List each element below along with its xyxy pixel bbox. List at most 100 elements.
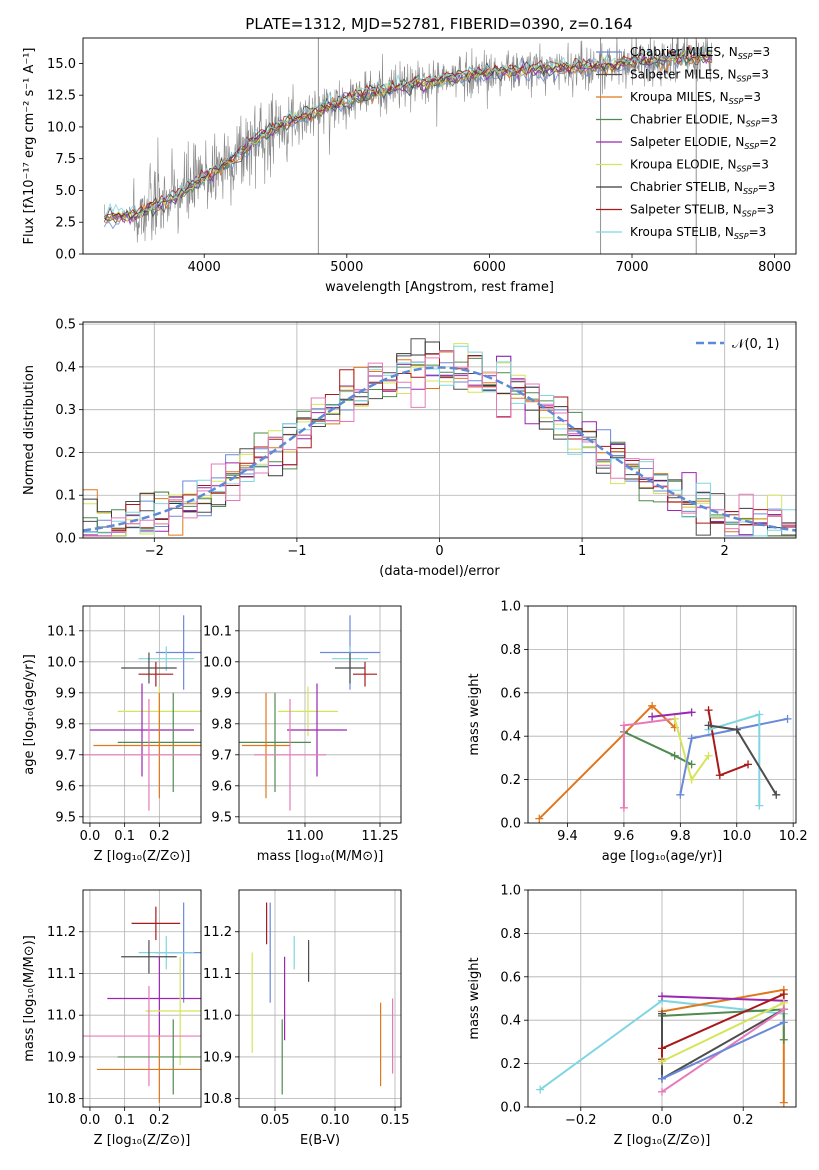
spectrum-panel: 4000 5000 6000 7000 8000 0.0 2.5 5.0 7.5 10.0 12.5… (22, 37, 797, 295)
legend-label: Chabrier ELODIE, NSSP=3 (630, 113, 778, 129)
x-tick-label: 9.6 (614, 829, 635, 844)
legend-label: Salpeter MILES, NSSP=3 (630, 68, 769, 84)
series-line (623, 730, 693, 766)
y-tick-label: 1.0 (500, 600, 521, 615)
series-point (687, 775, 696, 784)
x-tick-label: 11.25 (361, 829, 398, 844)
y-tick-label: 0.0 (55, 532, 76, 547)
y-tick-label: 0.2 (500, 773, 521, 788)
series-point (535, 814, 544, 823)
histogram-step (83, 345, 796, 537)
y-tick-label: 10.0 (47, 120, 76, 135)
x-tick-label: −1 (287, 544, 306, 559)
axes-frame (82, 37, 797, 255)
x-tick-label: −0.2 (565, 1113, 597, 1128)
x-tick-label: 9.4 (557, 829, 578, 844)
series-point (670, 714, 679, 723)
x-tick-label: 7000 (615, 260, 648, 275)
legend-label: Salpeter STELIB, NSSP=3 (630, 203, 774, 219)
series-point (704, 721, 713, 730)
x-axis-label: E(B-V) (300, 1133, 340, 1148)
series-point (779, 990, 788, 999)
x-tick-label: 2 (721, 544, 729, 559)
y-tick-label: 0.8 (500, 927, 521, 942)
series-point (779, 1035, 788, 1044)
x-tick-label: 1 (578, 544, 586, 559)
y-tick-label: 11.1 (47, 967, 76, 982)
series-line (661, 1008, 785, 1040)
x-tick-label: 0.10 (321, 1113, 350, 1128)
y-tick-label: 7.5 (55, 152, 76, 167)
y-tick-label: 9.5 (55, 810, 76, 825)
x-tick-label: −2 (145, 544, 164, 559)
series-point (772, 790, 781, 799)
y-tick-label: 11.0 (47, 1009, 76, 1024)
y-tick-label: 10.1 (47, 624, 76, 639)
y-tick-label: 0.0 (500, 1101, 521, 1116)
normal-curve (83, 366, 796, 532)
massweight_vs_age-plot-area (535, 701, 792, 823)
y-tick-label: 2.5 (55, 216, 76, 231)
x-tick-label: 8000 (758, 260, 791, 275)
y-tick-label: 9.8 (55, 717, 76, 732)
x-axis-label: wavelength [Angstrom, rest frame] (325, 280, 554, 295)
x-tick-label: 11.00 (286, 829, 323, 844)
age_vs_Z-panel: 0.0 0.1 0.2 9.5 9.6 9.7 9.8 9.9 10.0 10.1 Z [log₁₀… (22, 605, 202, 864)
x-axis-label: mass [log₁₀(M/M⊙)] (257, 849, 384, 864)
y-tick-label: 10.8 (47, 1092, 76, 1107)
series-point (676, 790, 685, 799)
y-tick-label: 11.2 (47, 925, 76, 940)
mass_vs_Z-plot-area (83, 902, 201, 1103)
y-tick-label: 0.2 (55, 446, 76, 461)
series-point (658, 1074, 666, 1083)
y-axis-label: mass weight (467, 957, 482, 1039)
x-tick-label: 9.8 (670, 829, 691, 844)
series-point (687, 708, 696, 717)
series-point (658, 1057, 666, 1066)
spectrum-model-line (104, 45, 713, 219)
x-tick-label: 0.1 (114, 829, 135, 844)
series-point (779, 1098, 788, 1107)
x-tick-label: 0.2 (149, 829, 170, 844)
x-tick-label: 10.2 (779, 829, 808, 844)
spectrum-plot-area (103, 38, 713, 254)
y-tick-label: 5.0 (55, 184, 76, 199)
y-tick-label: 15.0 (47, 57, 76, 72)
x-axis-label: Z [log₁₀(Z/Z⊙)] (94, 849, 191, 864)
series-line (622, 717, 675, 808)
figure-title: PLATE=1312, MJD=52781, FIBERID=0390, z=0… (245, 15, 632, 33)
y-tick-label: 10.9 (203, 1050, 232, 1065)
y-tick-label: 0.0 (500, 817, 521, 832)
y-tick-label: 0.6 (500, 686, 521, 701)
y-tick-label: 0.5 (55, 318, 76, 333)
y-axis-label: Normed distribution (22, 365, 37, 495)
y-tick-label: 0.0 (55, 248, 76, 263)
y-tick-label: 9.6 (211, 779, 232, 794)
x-tick-label: 0.2 (733, 1113, 754, 1128)
mass_vs_ebv-panel: 0.05 0.10 0.15 10.8 10.9 11.0 11.1 11.2 E(B-V) (203, 889, 409, 1148)
y-tick-label: 9.7 (211, 748, 232, 763)
series-point (648, 701, 657, 710)
series-point (744, 760, 753, 769)
legend-label: Kroupa STELIB, NSSP=3 (630, 225, 766, 241)
y-tick-label: 10.0 (203, 655, 232, 670)
legend-label: Kroupa MILES, NSSP=3 (630, 90, 761, 106)
series-line (661, 1021, 785, 1080)
series-line (708, 713, 761, 806)
legend-label: Chabrier STELIB, NSSP=3 (630, 180, 775, 196)
x-axis-label: Z [log₁₀(Z/Z⊙)] (614, 1133, 711, 1148)
axes-frame (527, 889, 797, 1108)
x-tick-label: 4000 (188, 260, 221, 275)
y-tick-label: 0.8 (500, 643, 521, 658)
y-tick-label: 0.6 (500, 970, 521, 985)
y-tick-label: 0.2 (500, 1057, 521, 1072)
y-tick-label: 10.9 (47, 1050, 76, 1065)
y-axis-label: age [log₁₀(age/yr)] (22, 654, 37, 775)
series-point (715, 771, 724, 780)
series-point (779, 1018, 788, 1027)
series-point (783, 714, 792, 723)
series-line (651, 711, 692, 718)
massweight_vs_Z-plot-area (536, 985, 788, 1107)
y-tick-label: 9.9 (55, 686, 76, 701)
y-tick-label: 9.6 (55, 779, 76, 794)
